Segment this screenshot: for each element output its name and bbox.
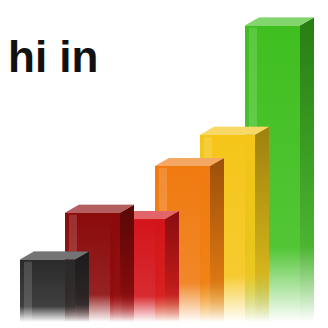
bar-3d — [245, 18, 314, 322]
bar-side — [300, 18, 314, 322]
bar-top — [20, 252, 89, 260]
bar — [20, 260, 75, 322]
bar-side — [75, 252, 89, 322]
bar-side-shade — [255, 127, 269, 322]
bar-top-light — [20, 252, 89, 260]
bar-side-shade — [165, 211, 179, 322]
bar-top — [155, 158, 224, 166]
bar-side-shade — [75, 252, 89, 322]
bar-top-light — [155, 158, 224, 166]
title: hi in — [8, 32, 98, 81]
chart-root: hi in — [0, 0, 328, 328]
bar-side — [165, 211, 179, 322]
bar-top-light — [200, 127, 269, 135]
bar-top — [200, 127, 269, 135]
bar-top-light — [245, 18, 314, 26]
background — [0, 0, 328, 328]
bar-3d — [200, 127, 269, 322]
bar-3d — [20, 252, 89, 322]
bar-highlight — [24, 262, 32, 322]
bar-side-shade — [210, 158, 224, 322]
bar-side-shade — [300, 18, 314, 322]
bar-side — [120, 205, 134, 322]
bar-top — [245, 18, 314, 26]
bar-top-light — [65, 205, 134, 213]
bar-side — [255, 127, 269, 322]
bar-3d — [155, 158, 224, 322]
bar-side — [210, 158, 224, 322]
bar-side-shade — [120, 205, 134, 322]
chart: hi in — [0, 0, 328, 328]
bar-3d — [65, 205, 134, 322]
bar-top — [65, 205, 134, 213]
